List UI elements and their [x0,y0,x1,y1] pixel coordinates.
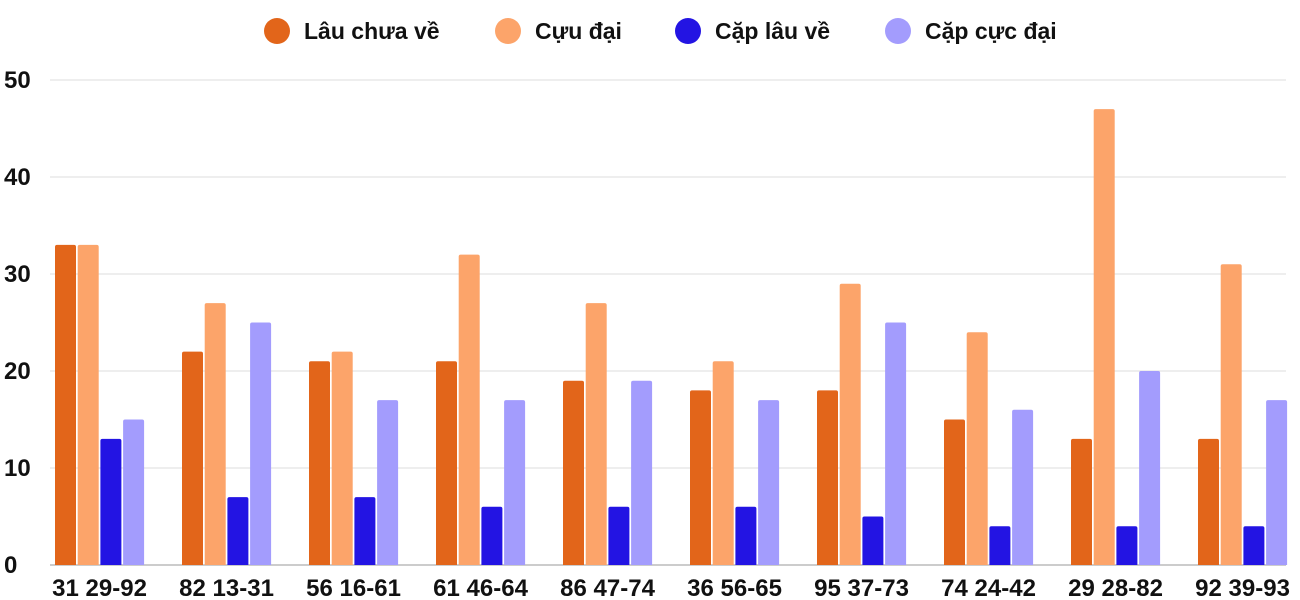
bar [758,400,780,565]
bar [862,516,884,565]
x-tick-label: 95 37-73 [814,575,909,600]
bar [77,244,99,565]
bar [1093,109,1115,565]
bar [377,400,399,565]
bar [331,351,353,565]
bar [250,322,272,565]
bar [204,303,226,565]
legend-label: Cặp cực đại [925,18,1057,44]
bar [989,526,1011,565]
bar [839,283,861,565]
bar [309,361,330,565]
bar [817,390,838,565]
bar [182,351,203,565]
x-tick-label: 36 56-65 [687,575,782,600]
legend-swatch [885,18,911,44]
bar [1071,438,1092,565]
bar [504,400,526,565]
bar [885,322,907,565]
bar-series-4 [123,322,1288,565]
y-tick-label: 30 [4,261,31,288]
bar [55,244,76,565]
bar [1198,438,1219,565]
bar [436,361,457,565]
y-tick-label: 40 [4,164,31,191]
bar [944,419,965,565]
bar [481,506,503,565]
legend-label: Cựu đại [535,18,622,44]
x-tick-label: 86 47-74 [560,575,655,600]
x-tick-label: 92 39-93 [1195,575,1290,600]
bar [1243,526,1265,565]
x-tick-label: 29 28-82 [1068,575,1163,600]
legend-swatch [675,18,701,44]
bar [1139,371,1161,565]
legend-swatch [264,18,290,44]
x-tick-label: 74 24-42 [941,575,1036,600]
bar [227,497,249,565]
y-tick-label: 10 [4,455,31,482]
y-tick-label: 50 [4,67,31,94]
bar [1012,409,1034,565]
legend-swatch [495,18,521,44]
bar-series-3 [100,438,1265,565]
bar [631,380,653,565]
legend-label: Lâu chưa về [304,18,440,44]
bar [458,254,480,565]
bar [1116,526,1138,565]
x-axis: 31 29-92 82 13-31 56 16-61 61 46-64 86 47-74… [52,575,1290,600]
bar [690,390,711,565]
legend-label: Cặp lâu về [715,18,830,44]
x-tick-label: 31 29-92 [52,575,147,600]
chart-legend: Lâu chưa về Cựu đại Cặp lâu về Cặp cực đại [264,18,1057,44]
x-tick-label: 82 13-31 [179,575,274,600]
y-axis: 0 10 20 30 40 50 [4,67,31,579]
x-tick-label: 56 16-61 [306,575,401,600]
legend-item-4: Cặp cực đại [885,18,1057,44]
y-tick-label: 20 [4,358,31,385]
bar [1220,264,1242,565]
bar-series-2 [77,109,1242,565]
chart-bars [55,109,1288,565]
bar [100,438,122,565]
legend-item-1: Lâu chưa về [264,18,440,44]
bar [563,380,584,565]
bar [735,506,757,565]
bar [712,361,734,565]
legend-item-2: Cựu đại [495,18,622,44]
bar [585,303,607,565]
bar [123,419,145,565]
bar [354,497,376,565]
x-tick-label: 61 46-64 [433,575,528,600]
bar [1266,400,1288,565]
bar-series-1 [55,244,1219,565]
bar [966,332,988,565]
bar [608,506,630,565]
legend-item-3: Cặp lâu về [675,18,830,44]
y-tick-label: 0 [4,552,17,579]
